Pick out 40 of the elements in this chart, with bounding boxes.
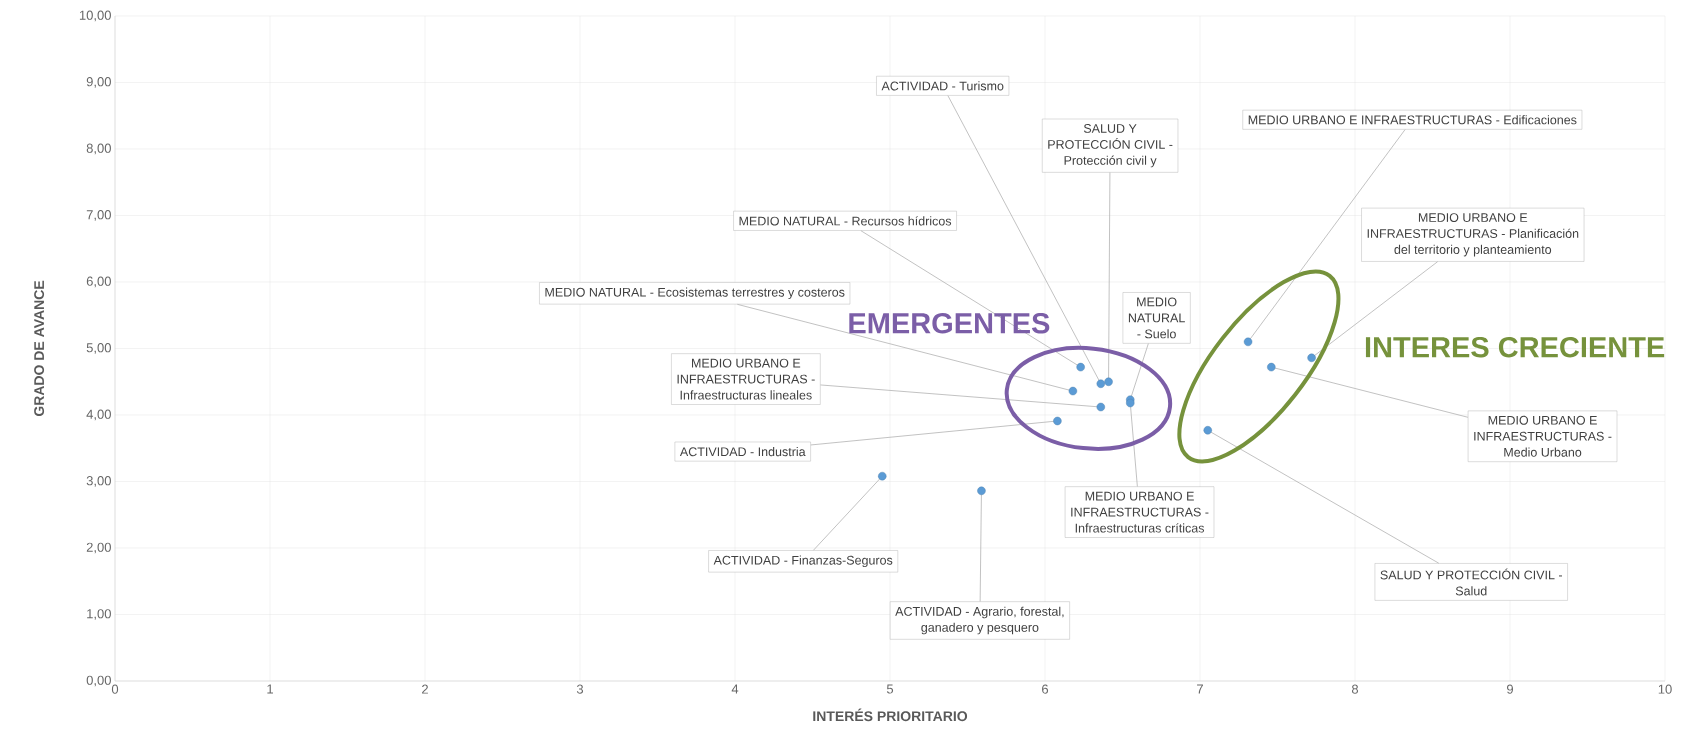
annotation: MEDIO NATURAL - Ecosistemas terrestres y costeros	[545, 287, 845, 300]
annotation: MEDIO NATURAL - Recursos hídricos	[739, 216, 952, 226]
x-axis-title: INTERÉS PRIORITARIO	[813, 708, 968, 722]
annotation: ACTIVIDAD - Agrario, forestal, ganadero y pesquero	[895, 606, 1064, 635]
y-tick-label: 9,00	[86, 77, 111, 88]
y-tick-label: 6,00	[86, 276, 111, 288]
annotation: SALUD Y PROTECCIÓN CIVIL - Protección civil y	[1048, 124, 1173, 168]
x-tick-label: 9	[1507, 684, 1514, 694]
annotation: ACTIVIDAD - Finanzas-Seguros	[713, 555, 893, 568]
annotation: MEDIO URBANO E INFRAESTRUCTURAS - Planificación del territorio y planteamiento	[1367, 213, 1579, 257]
annotation: MEDIO NATURAL - Suelo	[1128, 297, 1185, 339]
y-tick-label: 8,00	[86, 143, 111, 155]
annotation: MEDIO URBANO E INFRAESTRUCTURAS - Infraestructuras críticas	[1071, 491, 1209, 533]
annotation: ACTIVIDAD - Turismo	[881, 81, 1004, 91]
x-tick-label: 1	[267, 684, 273, 694]
y-tick-label: 4,00	[86, 409, 111, 421]
y-tick-label: 5,00	[86, 343, 111, 354]
annotation: INTERES CRECIENTE	[1365, 336, 1665, 358]
y-tick-label: 10,00	[79, 10, 111, 22]
annotation: SALUD Y PROTECCIÓN CIVIL - Salud	[1380, 568, 1563, 596]
y-tick-label: 0,00	[86, 675, 111, 687]
annotation: MEDIO URBANO E INFRAESTRUCTURAS - Edificaciones	[1248, 115, 1577, 125]
x-tick-label: 7	[1197, 684, 1203, 694]
x-tick-label: 3	[576, 684, 584, 694]
y-tick-label: 2,00	[86, 542, 111, 554]
y-tick-label: 1,00	[87, 609, 111, 620]
x-tick-label: 8	[1351, 684, 1359, 694]
annotation: MEDIO URBANO E INFRAESTRUCTURAS - Infraestructuras lineales	[677, 358, 815, 400]
x-tick-label: 10	[1658, 684, 1672, 694]
y-tick-label: 7,00	[86, 210, 111, 221]
annotation: EMERGENTES	[849, 312, 1050, 334]
y-axis-title: GRADO DE AVANCE	[34, 280, 45, 417]
annotation: ACTIVIDAD - Industria	[679, 446, 806, 457]
annotation: MEDIO URBANO E INFRAESTRUCTURAS - Medio Urbano	[1474, 415, 1612, 457]
y-tick-label: 3,00	[86, 476, 111, 487]
x-tick-label: 4	[731, 684, 739, 694]
x-tick-label: 0	[111, 684, 119, 694]
x-tick-label: 5	[886, 684, 894, 694]
x-tick-label: 6	[1042, 684, 1049, 694]
x-tick-label: 2	[422, 684, 428, 694]
